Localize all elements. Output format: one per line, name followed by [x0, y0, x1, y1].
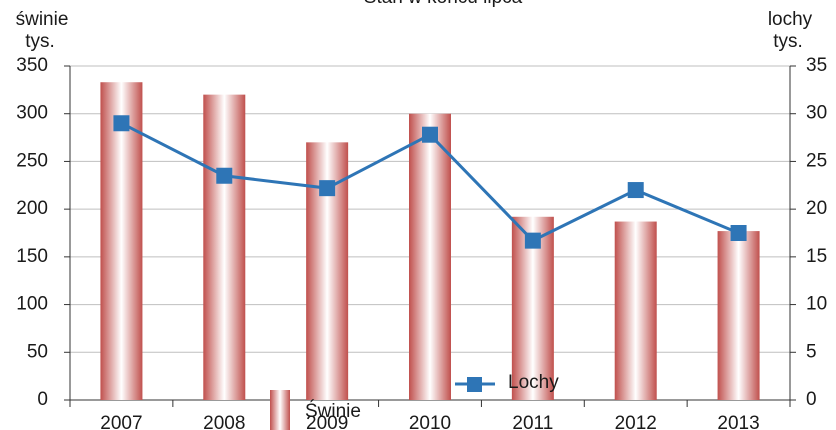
y2-tick-label: 5 [806, 341, 817, 362]
legend-label: Lochy [508, 372, 559, 393]
y-tick-label: 150 [16, 246, 48, 267]
y-axis-label: tys. [25, 31, 55, 52]
line-marker [524, 232, 541, 249]
x-tick-label: 2007 [100, 413, 142, 430]
y-tick-label: 200 [16, 198, 48, 219]
y-tick-label: 0 [37, 389, 48, 410]
line-marker [216, 167, 233, 184]
y-tick-label: 50 [27, 341, 48, 362]
y-tick-label: 350 [16, 55, 48, 76]
bar [409, 113, 451, 400]
legend-swatch [467, 377, 482, 392]
y-axis-label: świnie [16, 9, 69, 30]
y2-tick-label: 25 [806, 150, 827, 171]
bar [203, 94, 246, 400]
y2-axis-label: tys. [773, 31, 803, 52]
y-tick-label: 300 [16, 103, 48, 124]
y2-tick-label: 0 [806, 389, 817, 410]
bar [100, 82, 143, 401]
y2-tick-label: 30 [806, 103, 827, 124]
y2-tick-label: 15 [806, 246, 827, 267]
x-tick-label: 2011 [512, 413, 553, 430]
bar [614, 221, 657, 400]
x-tick-label: 2008 [203, 413, 245, 430]
y2-tick-label: 10 [806, 294, 827, 315]
line-marker [422, 126, 438, 143]
x-tick-label: 2013 [717, 413, 759, 430]
line-marker [319, 180, 336, 197]
chart-title: Stan w końcu lipca [364, 0, 523, 8]
x-tick-label: 2009 [306, 413, 348, 430]
y-tick-label: 100 [16, 294, 48, 315]
y2-tick-label: 35 [806, 55, 827, 76]
x-tick-label: 2010 [409, 413, 451, 430]
x-tick-label: 2012 [615, 413, 657, 430]
line-marker [113, 115, 130, 132]
y2-tick-label: 20 [806, 198, 827, 219]
line-marker [730, 225, 747, 241]
line-marker [627, 182, 644, 199]
legend-swatch [270, 390, 290, 430]
bar [717, 231, 760, 400]
legend-label: Świnie [305, 400, 361, 422]
y2-axis-label: lochy [768, 9, 813, 30]
y-tick-label: 250 [16, 150, 48, 171]
